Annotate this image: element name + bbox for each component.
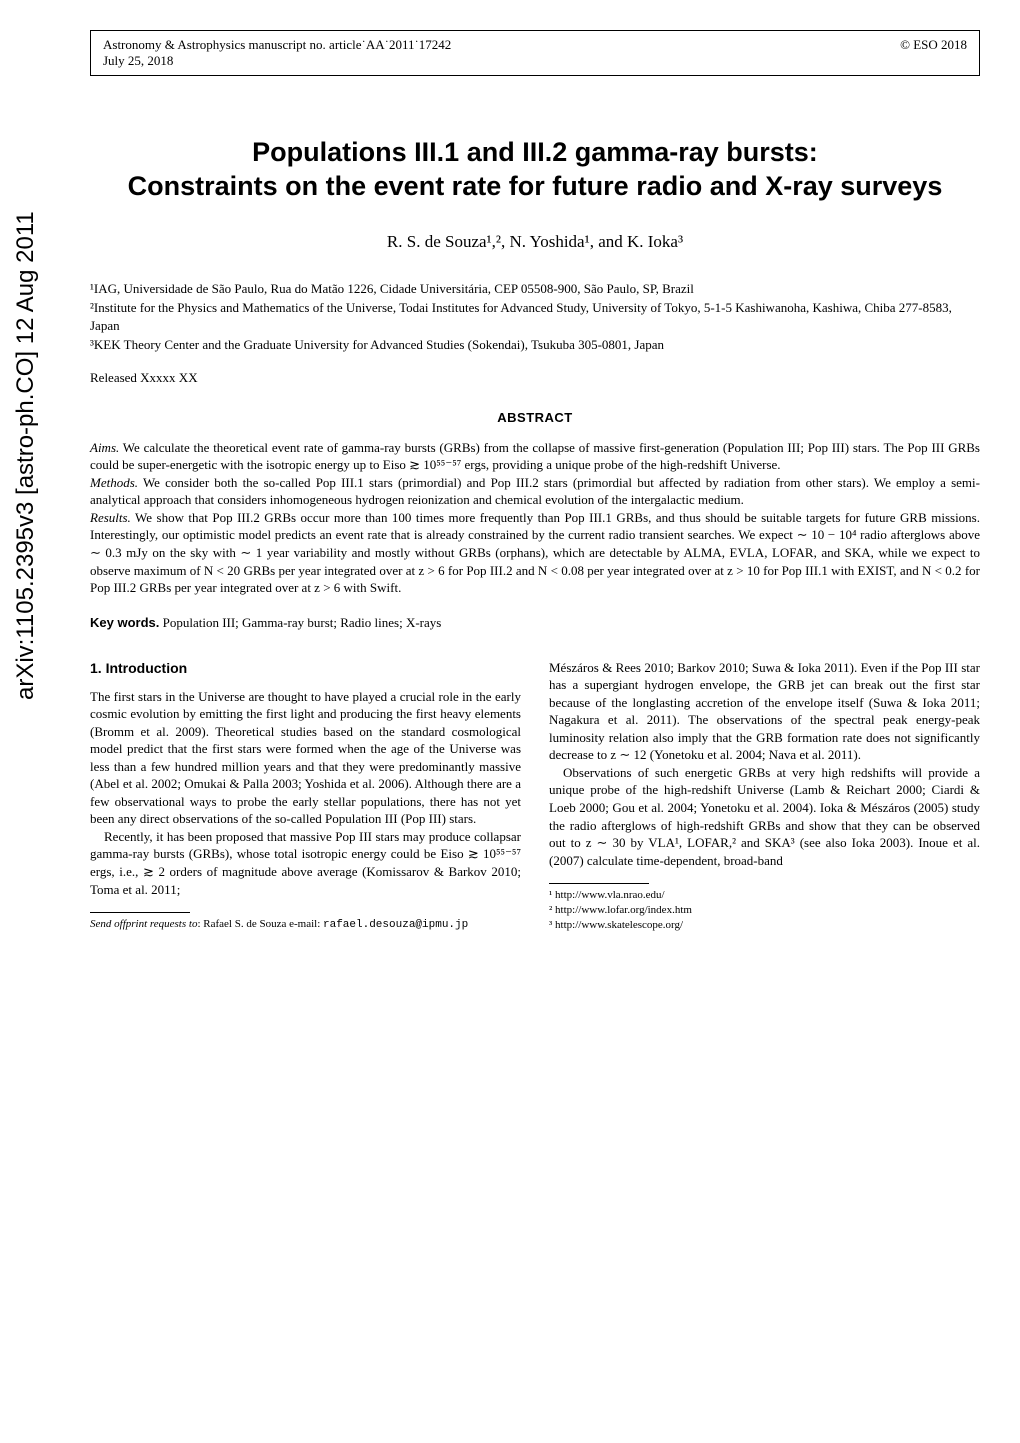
footnote-rule [90, 912, 190, 913]
intro-paragraph-3: Mészáros & Rees 2010; Barkov 2010; Suwa … [549, 659, 980, 764]
header-date: July 25, 2018 [103, 53, 173, 68]
results-label: Results. [90, 510, 131, 525]
abstract-methods: Methods. We consider both the so-called … [90, 474, 980, 509]
section-1-heading: 1. Introduction [90, 659, 521, 678]
affiliations: ¹IAG, Universidade de São Paulo, Rua do … [90, 280, 980, 354]
released-line: Released Xxxxx XX [90, 370, 980, 386]
abstract-aims: Aims. We calculate the theoretical event… [90, 439, 980, 474]
arxiv-identifier: arXiv:1105.2395v3 [astro-ph.CO] 12 Aug 2… [12, 211, 40, 700]
header-copyright: © ESO 2018 [900, 37, 967, 69]
offprint-text: : Rafael S. de Souza e-mail: [197, 918, 320, 930]
footnote-rule-right [549, 883, 649, 884]
results-text: We show that Pop III.2 GRBs occur more t… [90, 510, 980, 595]
affiliation-2: ²Institute for the Physics and Mathemati… [90, 299, 980, 334]
footnote-1: ¹ http://www.vla.nrao.edu/ [549, 888, 980, 903]
offprint-footnote: Send offprint requests to: Rafael S. de … [90, 917, 521, 933]
affiliation-1: ¹IAG, Universidade de São Paulo, Rua do … [90, 280, 980, 298]
abstract-body: Aims. We calculate the theoretical event… [90, 439, 980, 597]
intro-paragraph-2: Recently, it has been proposed that mass… [90, 828, 521, 898]
title-line-2: Constraints on the event rate for future… [128, 171, 943, 201]
aims-label: Aims. [90, 440, 119, 455]
offprint-label: Send offprint requests to [90, 918, 197, 930]
footnote-2: ² http://www.lofar.org/index.htm [549, 903, 980, 918]
aims-text: We calculate the theoretical event rate … [90, 440, 980, 473]
footnote-3: ³ http://www.skatelescope.org/ [549, 918, 980, 933]
right-column: Mészáros & Rees 2010; Barkov 2010; Suwa … [549, 659, 980, 933]
affiliation-3: ³KEK Theory Center and the Graduate Univ… [90, 336, 980, 354]
abstract-heading: ABSTRACT [90, 410, 980, 425]
two-column-body: 1. Introduction The first stars in the U… [90, 659, 980, 933]
methods-text: We consider both the so-called Pop III.1… [90, 475, 980, 508]
keywords-label: Key words. [90, 615, 159, 630]
methods-label: Methods. [90, 475, 138, 490]
title-line-1: Populations III.1 and III.2 gamma-ray bu… [252, 137, 818, 167]
manuscript-header: Astronomy & Astrophysics manuscript no. … [90, 30, 980, 76]
keywords: Key words. Population III; Gamma-ray bur… [90, 615, 980, 631]
left-column: 1. Introduction The first stars in the U… [90, 659, 521, 933]
keywords-text: Population III; Gamma-ray burst; Radio l… [159, 615, 441, 630]
intro-paragraph-1: The first stars in the Universe are thou… [90, 688, 521, 828]
intro-paragraph-4: Observations of such energetic GRBs at v… [549, 764, 980, 869]
header-left: Astronomy & Astrophysics manuscript no. … [103, 37, 451, 69]
journal-line: Astronomy & Astrophysics manuscript no. … [103, 37, 451, 52]
author-list: R. S. de Souza¹,², N. Yoshida¹, and K. I… [90, 232, 980, 252]
offprint-email: rafael.desouza@ipmu.jp [323, 919, 468, 931]
abstract-results: Results. We show that Pop III.2 GRBs occ… [90, 509, 980, 597]
paper-title: Populations III.1 and III.2 gamma-ray bu… [90, 136, 980, 204]
page-content: Astronomy & Astrophysics manuscript no. … [90, 0, 980, 933]
